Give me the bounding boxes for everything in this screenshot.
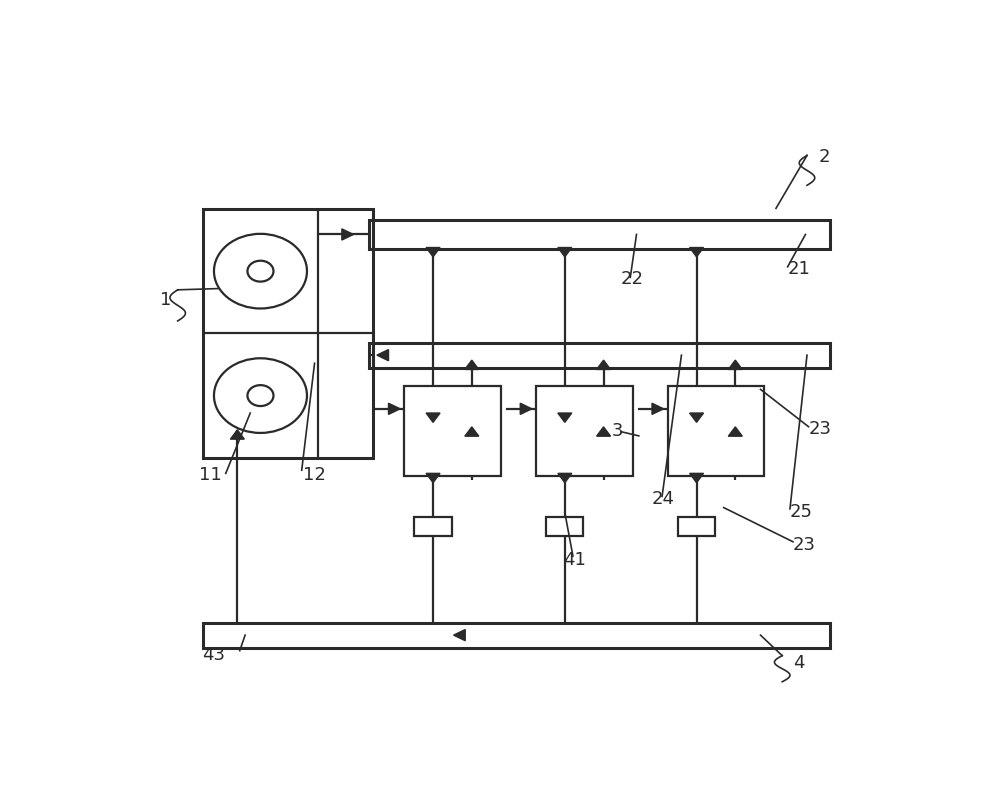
Bar [668, 386, 764, 477]
Polygon shape [426, 473, 440, 482]
Bar [678, 517, 715, 536]
Polygon shape [558, 247, 572, 257]
Text: 12: 12 [303, 465, 326, 484]
Polygon shape [377, 350, 388, 360]
Polygon shape [690, 413, 704, 423]
Text: 43: 43 [202, 646, 226, 664]
Bar [369, 220, 830, 250]
Text: 22: 22 [621, 270, 644, 288]
Text: 23: 23 [809, 420, 832, 438]
Polygon shape [597, 360, 611, 369]
Text: 21: 21 [788, 260, 810, 278]
Polygon shape [465, 360, 479, 369]
Polygon shape [558, 473, 572, 482]
Bar [546, 517, 583, 536]
Text: 25: 25 [790, 503, 813, 521]
Polygon shape [597, 427, 611, 436]
Text: 24: 24 [652, 490, 675, 508]
Polygon shape [728, 360, 742, 369]
Polygon shape [520, 403, 532, 415]
Polygon shape [690, 247, 704, 257]
Polygon shape [426, 247, 440, 257]
Polygon shape [558, 413, 572, 423]
Bar [369, 343, 830, 368]
Polygon shape [454, 629, 465, 641]
Bar [202, 209, 373, 458]
Text: 41: 41 [563, 551, 586, 569]
Polygon shape [690, 473, 704, 482]
Bar [404, 386, 501, 477]
Text: 3: 3 [612, 422, 623, 440]
Text: 23: 23 [793, 536, 816, 554]
Polygon shape [652, 403, 664, 415]
Text: 2: 2 [819, 149, 830, 166]
Bar [536, 386, 633, 477]
Polygon shape [230, 430, 244, 440]
Polygon shape [465, 427, 479, 436]
Text: 11: 11 [199, 465, 221, 484]
Bar [202, 623, 830, 647]
Text: 1: 1 [160, 292, 171, 309]
Text: 4: 4 [793, 654, 805, 672]
Polygon shape [388, 403, 400, 415]
Polygon shape [728, 427, 742, 436]
Polygon shape [342, 229, 353, 240]
Bar [414, 517, 452, 536]
Polygon shape [426, 413, 440, 423]
